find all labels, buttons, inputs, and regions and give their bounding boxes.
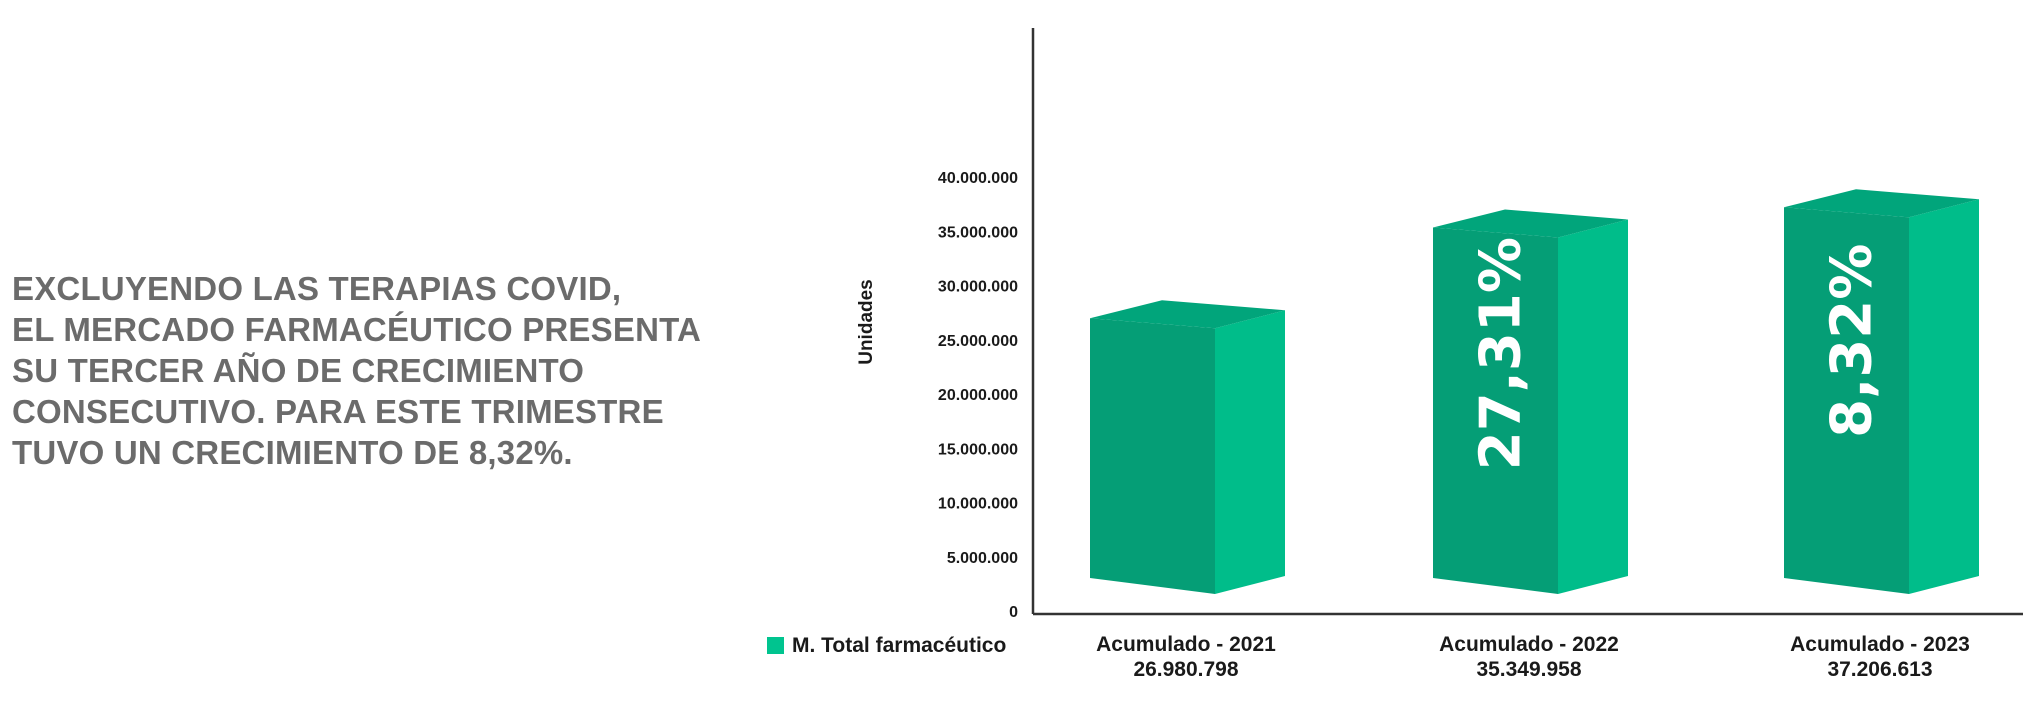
bar-side-face bbox=[1215, 310, 1285, 594]
legend: M. Total farmacéutico bbox=[767, 634, 1006, 657]
x-value-label: 26.980.798 bbox=[1133, 658, 1238, 681]
bar-side-face bbox=[1909, 199, 1979, 595]
bar-front-face bbox=[1433, 227, 1558, 595]
bars-layer: 27,31% 8,32% bbox=[1090, 189, 1979, 595]
bar-top-face bbox=[1784, 189, 1979, 218]
x-value-label: 35.349.958 bbox=[1476, 658, 1581, 681]
axes-layer: 0 5.000.000 10.000.000 15.000.000 20.000.000… bbox=[856, 28, 2023, 681]
bar-front-face bbox=[1090, 318, 1215, 594]
x-category-label: Acumulado - 2021 bbox=[1096, 633, 1276, 656]
headline-text: EXCLUYENDO LAS TERAPIAS COVID, EL MERCAD… bbox=[12, 268, 752, 473]
headline-line-5: TUVO UN CRECIMIENTO DE 8,32%. bbox=[12, 434, 573, 471]
y-tick-label: 10.000.000 bbox=[938, 496, 1018, 513]
y-tick-label: 30.000.000 bbox=[938, 279, 1018, 296]
bar-annotation: 27,31% bbox=[1469, 237, 1534, 470]
headline-line-2: EL MERCADO FARMACÉUTICO PRESENTA bbox=[12, 311, 702, 348]
bar-front-face bbox=[1784, 207, 1909, 595]
bar-side-face bbox=[1558, 219, 1628, 595]
y-tick-label: 40.000.000 bbox=[938, 170, 1018, 187]
headline-line-1: EXCLUYENDO LAS TERAPIAS COVID, bbox=[12, 270, 622, 307]
x-category-label: Acumulado - 2023 bbox=[1790, 633, 1970, 656]
y-tick-label: 25.000.000 bbox=[938, 333, 1018, 350]
bar-3: 8,32% bbox=[1784, 189, 1979, 595]
y-tick-label: 35.000.000 bbox=[938, 224, 1018, 241]
x-value-label: 37.206.613 bbox=[1827, 658, 1932, 681]
bar-top-face bbox=[1090, 300, 1285, 329]
legend-label: M. Total farmacéutico bbox=[792, 634, 1006, 657]
bar-top-face bbox=[1433, 209, 1628, 238]
legend-swatch bbox=[767, 637, 784, 654]
headline-line-3: SU TERCER AÑO DE CRECIMIENTO bbox=[12, 352, 585, 389]
y-tick-label: 0 bbox=[1009, 604, 1018, 621]
y-tick-label: 20.000.000 bbox=[938, 387, 1018, 404]
bar-2: 27,31% bbox=[1433, 209, 1628, 595]
bar-1 bbox=[1090, 300, 1285, 594]
x-category-label: Acumulado - 2022 bbox=[1439, 633, 1619, 656]
headline-line-4: CONSECUTIVO. PARA ESTE TRIMESTRE bbox=[12, 393, 664, 430]
y-tick-label: 15.000.000 bbox=[938, 441, 1018, 458]
y-tick-label: 5.000.000 bbox=[947, 550, 1018, 567]
y-axis-label: Unidades bbox=[856, 279, 877, 365]
bar-annotation: 8,32% bbox=[1820, 244, 1885, 438]
